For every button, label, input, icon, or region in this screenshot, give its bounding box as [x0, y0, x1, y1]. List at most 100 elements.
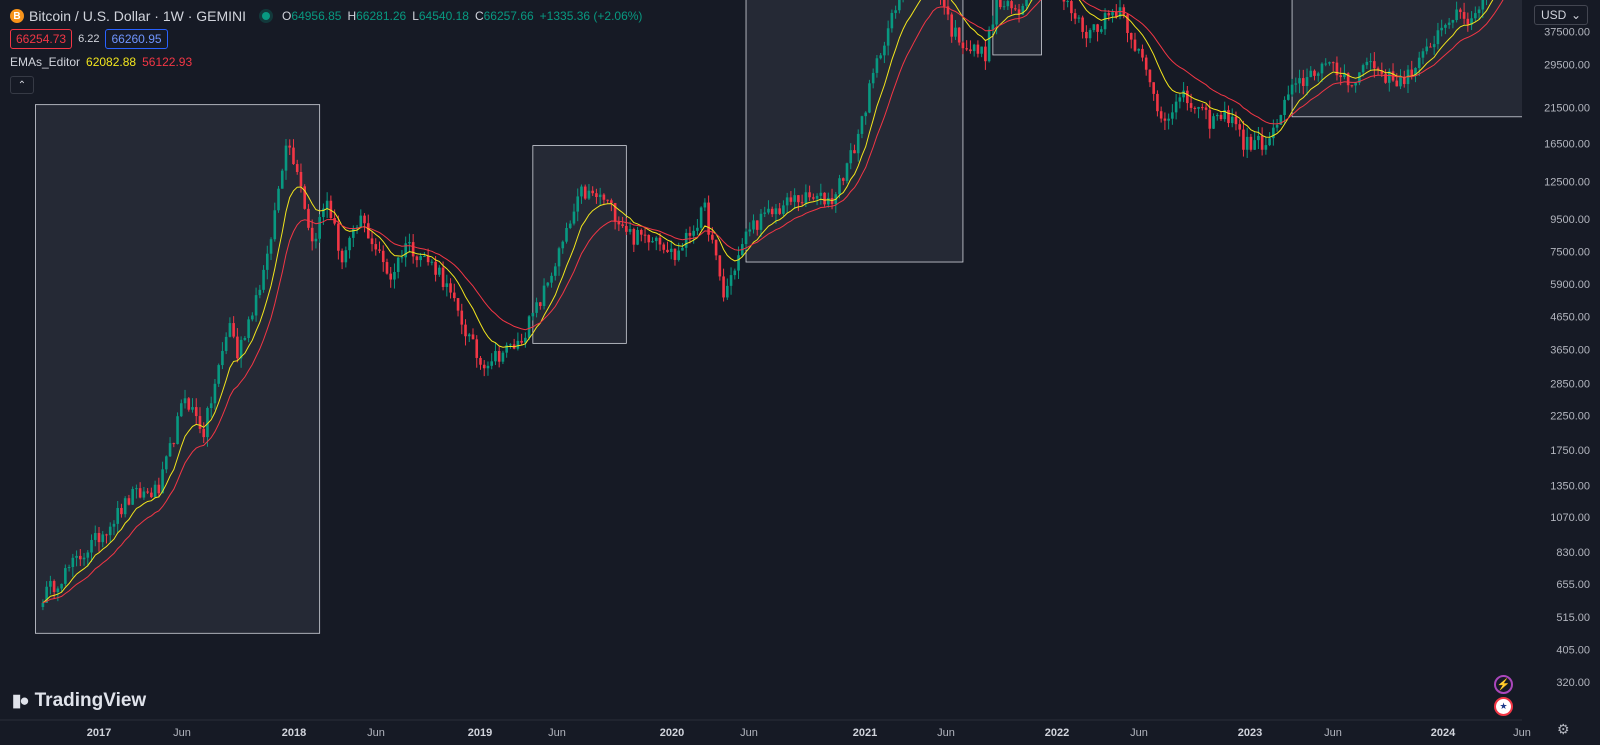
candle-body — [524, 337, 527, 343]
bitcoin-icon[interactable]: B — [10, 9, 24, 23]
candle-body — [804, 192, 808, 204]
chevron-up-icon: ⌃ — [17, 79, 27, 91]
candle-body — [1350, 85, 1354, 87]
close-value: 66257.66 — [483, 9, 534, 23]
candle-body — [333, 218, 336, 224]
candle-body — [673, 248, 677, 260]
y-tick-label: 3650.00 — [1550, 345, 1590, 357]
candle-body — [1178, 97, 1182, 102]
ema-fast-value: 62082.88 — [86, 55, 137, 69]
candle-body — [632, 229, 636, 245]
candle-body — [1238, 124, 1241, 130]
candle-body — [954, 27, 957, 37]
candle-body — [602, 194, 606, 200]
x-tick-label: Jun — [1130, 727, 1148, 739]
sell-button[interactable]: 66254.73 — [10, 29, 73, 49]
candle-body — [1137, 48, 1141, 51]
tradingview-logo-icon: ▮● — [12, 691, 30, 710]
candle-body — [946, 6, 950, 15]
gear-icon[interactable]: ⚙ — [1557, 721, 1570, 737]
buy-button[interactable]: 66260.95 — [105, 29, 168, 49]
candle-body — [206, 408, 209, 438]
candle-body — [557, 248, 561, 267]
candle-body — [827, 197, 830, 205]
candle-body — [292, 147, 295, 165]
candle-body — [1455, 9, 1458, 21]
lightning-icon[interactable]: ⚡ — [1494, 675, 1513, 694]
candle-body — [711, 234, 714, 240]
candle-body — [894, 10, 897, 13]
candle-body — [677, 250, 680, 260]
candle-body — [1133, 39, 1137, 51]
candle-body — [595, 193, 598, 198]
candle-body — [120, 507, 123, 515]
candle-body — [475, 339, 479, 358]
candle-body — [266, 253, 269, 270]
candle-body — [759, 213, 763, 230]
candle-body — [52, 581, 56, 593]
candle-body — [853, 150, 856, 154]
candle-body — [1100, 29, 1103, 32]
candle-body — [748, 229, 752, 232]
candle-body — [770, 208, 774, 215]
us-flag-icon[interactable]: ★ — [1494, 697, 1513, 716]
indicator-legend[interactable]: EMAs_Editor 62082.88 56122.93 — [10, 55, 192, 69]
x-tick-label: 2022 — [1045, 727, 1069, 739]
candle-body — [763, 212, 767, 214]
indicator-name[interactable]: EMAs_Editor — [10, 55, 81, 69]
symbol-title[interactable]: Bitcoin / U.S. Dollar · 1W · GEMINI — [29, 8, 247, 24]
candle-body — [108, 526, 112, 536]
candle-body — [1298, 78, 1301, 84]
market-status-icon[interactable] — [262, 12, 271, 20]
candle-body — [187, 398, 191, 410]
candle-body — [1417, 57, 1421, 68]
candle-body — [254, 295, 258, 316]
tradingview-logo[interactable]: ▮● TradingView — [12, 690, 146, 712]
candle-body — [1343, 73, 1346, 78]
candle-body — [419, 256, 422, 261]
candle-body — [1264, 145, 1268, 150]
candle-body — [1215, 114, 1219, 117]
candle-body — [553, 266, 557, 276]
candle-body — [146, 491, 149, 493]
candle-body — [1017, 9, 1021, 15]
candle-body — [209, 403, 213, 409]
x-tick-label: Jun — [367, 727, 385, 739]
candle-body — [198, 416, 202, 429]
candle-body — [1376, 68, 1380, 71]
candle-body — [860, 116, 864, 134]
candle-body — [568, 223, 572, 228]
candle-body — [583, 186, 587, 199]
candle-body — [1260, 135, 1264, 150]
candle-body — [1447, 22, 1451, 25]
candle-body — [898, 0, 901, 11]
candle-body — [1432, 44, 1436, 48]
candle-body — [617, 221, 621, 225]
y-tick-label: 7500.00 — [1550, 246, 1590, 258]
candle-body — [1103, 13, 1107, 30]
collapse-legend-button[interactable]: ⌃ — [10, 76, 34, 94]
candle-body — [438, 267, 441, 275]
candle-body — [516, 340, 520, 349]
candle-body — [138, 488, 142, 498]
y-tick-label: 9500.00 — [1550, 214, 1590, 226]
candle-body — [527, 316, 531, 338]
candle-body — [172, 443, 176, 445]
candle-body — [1257, 135, 1260, 141]
candle-body — [625, 225, 628, 232]
candle-body — [1006, 1, 1010, 7]
time-axis-bg — [0, 720, 1600, 745]
candle-body — [654, 237, 658, 242]
currency-select[interactable]: USD ⌄ — [1534, 5, 1588, 25]
candle-body — [239, 339, 243, 359]
candle-body — [232, 323, 235, 337]
y-tick-label: 405.00 — [1556, 645, 1590, 657]
candle-body — [1182, 90, 1185, 98]
candle-body — [591, 190, 594, 194]
candle-body — [453, 292, 456, 299]
candle-body — [961, 42, 965, 49]
x-tick-label: Jun — [1324, 727, 1342, 739]
candle-body — [879, 55, 882, 59]
candle-body — [135, 488, 138, 490]
